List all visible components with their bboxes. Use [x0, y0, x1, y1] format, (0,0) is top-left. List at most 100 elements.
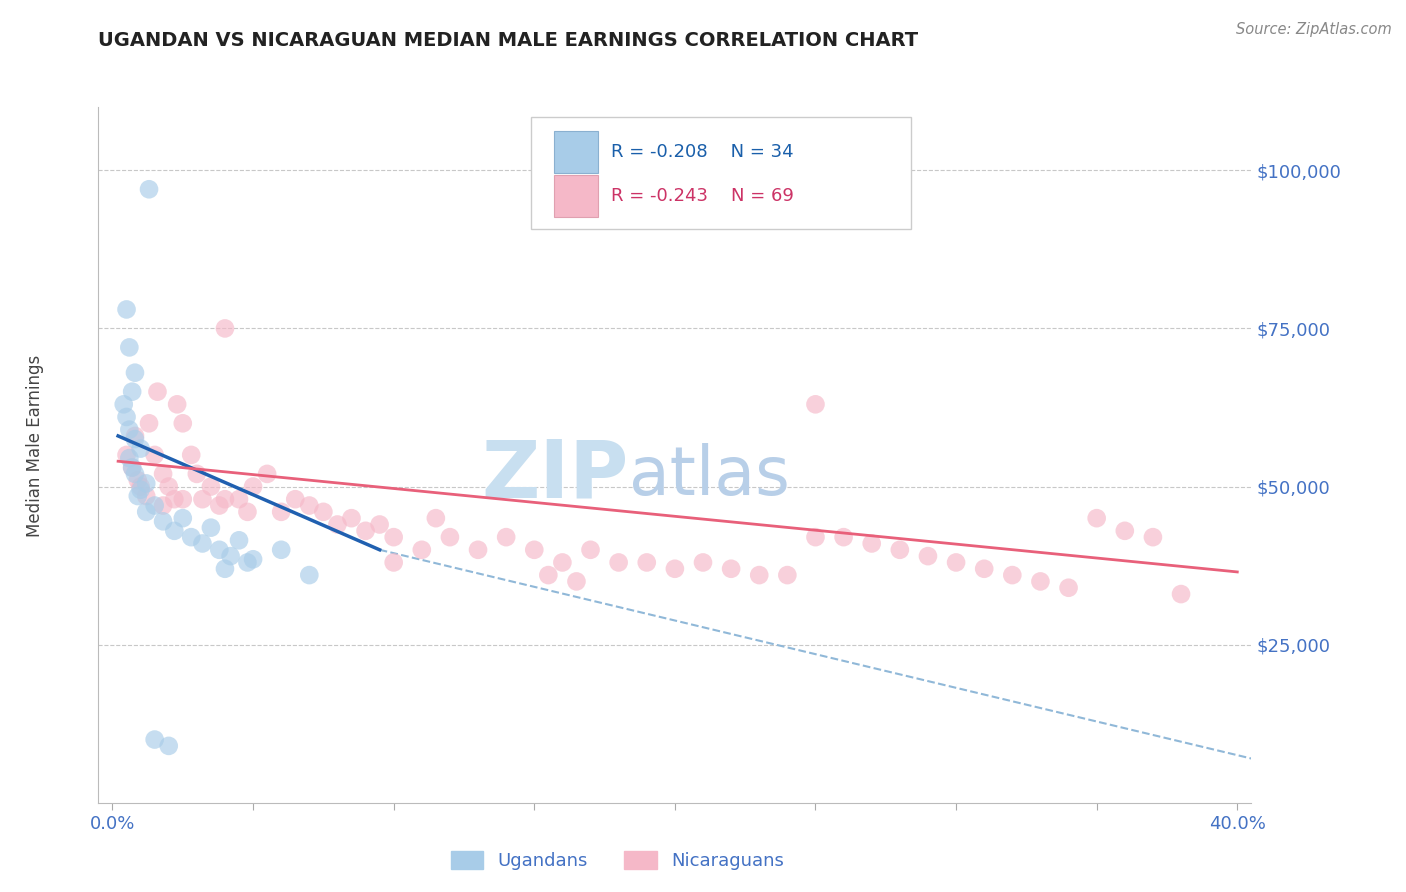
Point — [804, 530, 827, 544]
Point — [121, 460, 143, 475]
Point — [382, 530, 405, 544]
Point — [523, 542, 546, 557]
Point — [228, 492, 250, 507]
Point — [157, 479, 180, 493]
Point — [163, 492, 186, 507]
Point — [121, 460, 143, 475]
Point — [551, 556, 574, 570]
Bar — [554, 175, 598, 217]
Point — [121, 384, 143, 399]
Point — [284, 492, 307, 507]
Point — [804, 397, 827, 411]
Text: ZIP: ZIP — [481, 437, 628, 515]
Point — [172, 492, 194, 507]
Point — [270, 542, 292, 557]
Point — [368, 517, 391, 532]
Point — [180, 530, 202, 544]
Point — [832, 530, 855, 544]
Point — [411, 542, 433, 557]
Point — [382, 556, 405, 570]
Point — [565, 574, 588, 589]
Point — [166, 397, 188, 411]
Point — [118, 340, 141, 354]
Point — [298, 499, 321, 513]
Point — [115, 448, 138, 462]
Text: Median Male Earnings: Median Male Earnings — [27, 355, 44, 537]
Point — [124, 467, 146, 481]
Point — [973, 562, 995, 576]
Point — [945, 556, 967, 570]
Text: R = -0.243    N = 69: R = -0.243 N = 69 — [612, 187, 794, 205]
Point — [1029, 574, 1052, 589]
Point — [748, 568, 770, 582]
Point — [439, 530, 461, 544]
Legend: Ugandans, Nicaraguans: Ugandans, Nicaraguans — [443, 844, 792, 877]
Point — [208, 542, 231, 557]
Point — [425, 511, 447, 525]
Point — [180, 448, 202, 462]
Point — [115, 409, 138, 424]
Point — [191, 492, 214, 507]
Point — [138, 182, 160, 196]
Text: UGANDAN VS NICARAGUAN MEDIAN MALE EARNINGS CORRELATION CHART: UGANDAN VS NICARAGUAN MEDIAN MALE EARNIN… — [98, 31, 918, 50]
FancyBboxPatch shape — [530, 118, 911, 229]
Point — [579, 542, 602, 557]
Point — [236, 505, 259, 519]
Point — [112, 397, 135, 411]
Point — [191, 536, 214, 550]
Point — [692, 556, 714, 570]
Point — [214, 562, 236, 576]
Point — [186, 467, 208, 481]
Point — [124, 429, 146, 443]
Point — [208, 499, 231, 513]
Point — [118, 451, 141, 466]
Point — [143, 499, 166, 513]
Point — [242, 479, 264, 493]
Point — [157, 739, 180, 753]
Point — [129, 479, 152, 493]
Point — [298, 568, 321, 582]
Point — [143, 448, 166, 462]
Point — [270, 505, 292, 519]
Point — [146, 384, 169, 399]
Point — [607, 556, 630, 570]
Point — [340, 511, 363, 525]
Point — [467, 542, 489, 557]
Point — [720, 562, 742, 576]
Point — [242, 552, 264, 566]
Point — [200, 521, 222, 535]
Point — [776, 568, 799, 582]
Point — [135, 505, 157, 519]
Point — [115, 302, 138, 317]
Point — [219, 549, 242, 563]
Point — [236, 556, 259, 570]
Point — [135, 476, 157, 491]
Text: R = -0.208    N = 34: R = -0.208 N = 34 — [612, 144, 794, 161]
Point — [354, 524, 377, 538]
Point — [636, 556, 658, 570]
Point — [118, 423, 141, 437]
Point — [889, 542, 911, 557]
Point — [664, 562, 686, 576]
Point — [1142, 530, 1164, 544]
Point — [860, 536, 883, 550]
Point — [127, 489, 149, 503]
Bar — [554, 131, 598, 173]
Point — [214, 321, 236, 335]
Point — [135, 489, 157, 503]
Point — [152, 467, 174, 481]
Point — [1001, 568, 1024, 582]
Point — [124, 432, 146, 446]
Point — [129, 442, 152, 456]
Point — [1170, 587, 1192, 601]
Text: Source: ZipAtlas.com: Source: ZipAtlas.com — [1236, 22, 1392, 37]
Point — [152, 514, 174, 528]
Point — [917, 549, 939, 563]
Point — [326, 517, 349, 532]
Point — [163, 524, 186, 538]
Point — [172, 417, 194, 431]
Point — [214, 492, 236, 507]
Point — [124, 366, 146, 380]
Point — [537, 568, 560, 582]
Text: atlas: atlas — [628, 442, 790, 508]
